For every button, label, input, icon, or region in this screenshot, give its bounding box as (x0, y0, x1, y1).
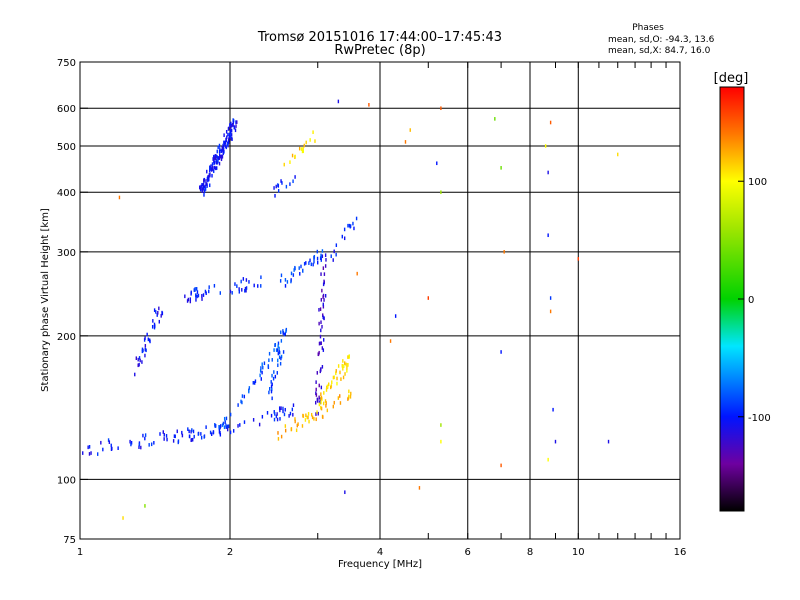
x-tick-label: 2 (227, 547, 233, 558)
y-tick-label: 200 (57, 332, 76, 343)
colorbar: 100 0 -100 (719, 86, 771, 512)
y-tick-label: 300 (57, 248, 76, 259)
stats-line-o: mean, sd,O: -94.3, 13.6 (608, 35, 715, 45)
x-tick-label: 16 (674, 547, 687, 558)
colorbar-tick-label: -100 (748, 413, 771, 424)
grid-lines (80, 62, 680, 539)
stats-line-x: mean, sd,X: 84.7, 16.0 (608, 46, 711, 56)
data-points (82, 99, 619, 520)
y-tick-label: 500 (57, 142, 76, 153)
y-axis: 75 100 200 300 400 500 600 750 (57, 58, 88, 546)
stats-header: Phases (632, 23, 664, 33)
y-tick-label: 75 (63, 535, 76, 546)
x-tick-label: 1 (77, 547, 83, 558)
x-tick-label: 10 (572, 547, 585, 558)
x-axis: 1 2 4 6 8 10 16 (77, 62, 687, 558)
x-tick-label: 6 (465, 547, 471, 558)
colorbar-tick-label: 0 (748, 295, 754, 306)
x-tick-label: 8 (527, 547, 533, 558)
chart-title: Tromsø 20151016 17:44:00–17:45:43 (257, 30, 502, 45)
x-axis-label: Frequency [MHz] (338, 559, 422, 570)
y-tick-label: 750 (57, 58, 76, 69)
colorbar-label: [deg] (714, 71, 749, 86)
chart-subtitle: RwPretec (8p) (334, 43, 425, 58)
y-tick-label: 400 (57, 188, 76, 199)
colorbar-tick-label: 100 (748, 177, 767, 188)
y-axis-label: Stationary phase Virtual Height [km] (40, 208, 51, 392)
y-tick-label: 100 (57, 475, 76, 486)
x-tick-label: 4 (377, 547, 383, 558)
y-tick-label: 600 (57, 104, 76, 115)
